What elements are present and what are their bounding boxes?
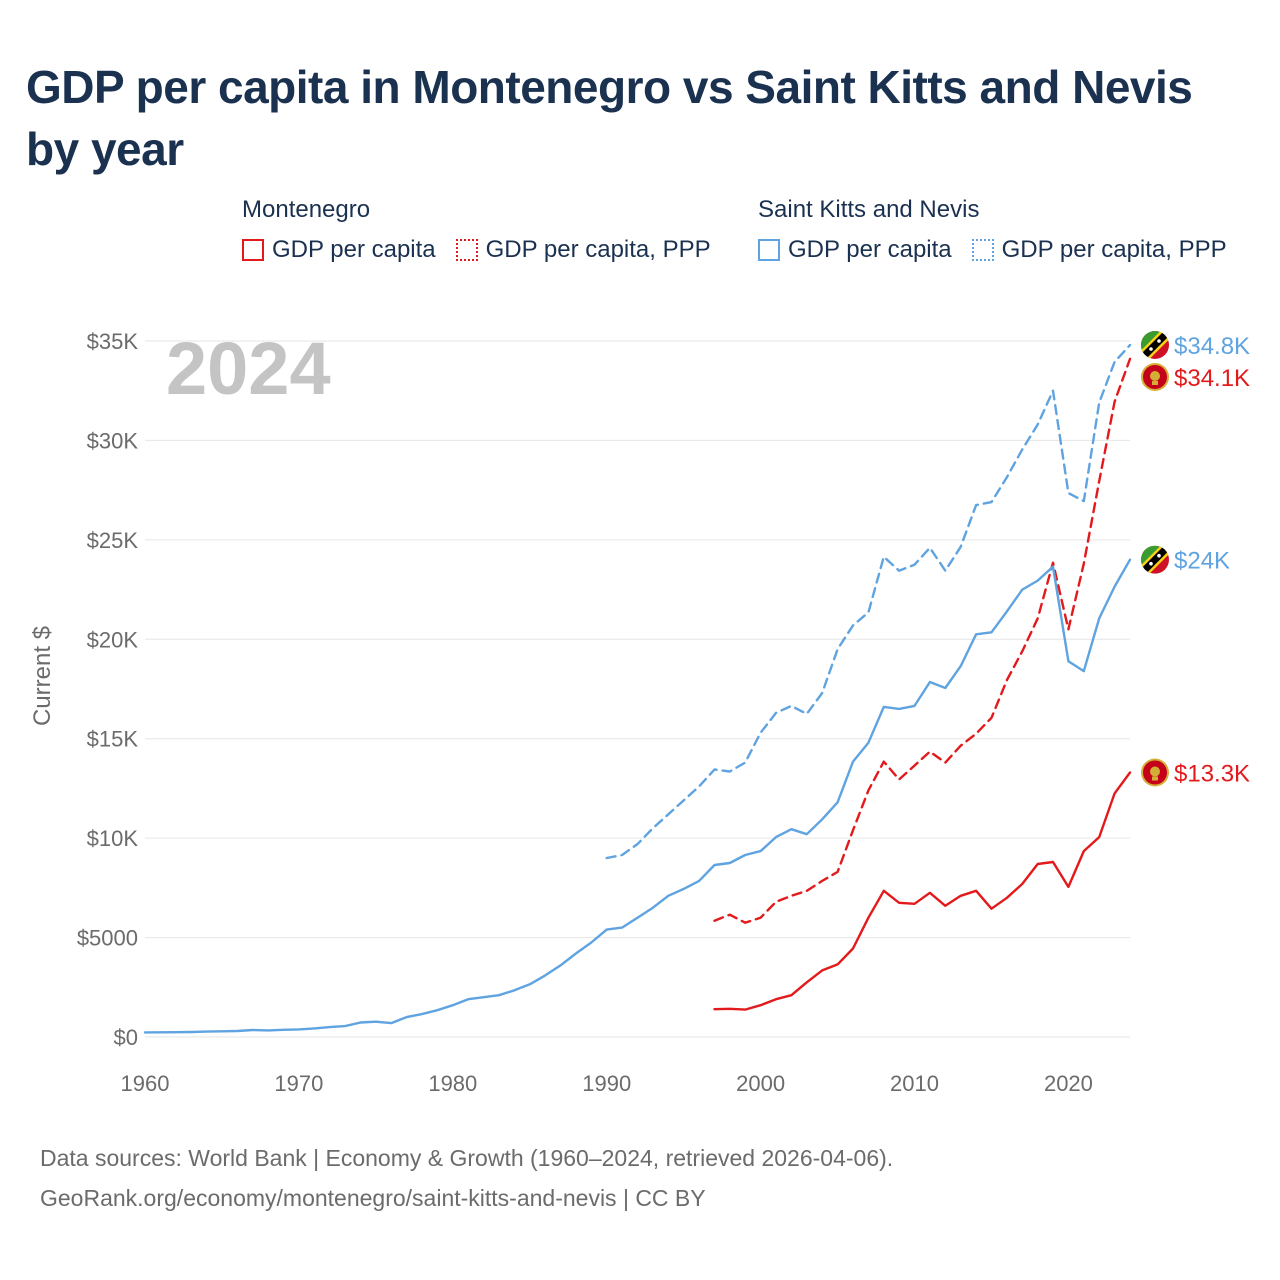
saint-kitts-flag-icon — [1141, 331, 1169, 359]
series-line-montenegro-solid — [713, 771, 1132, 1011]
y-tick-label: $30K — [87, 428, 139, 453]
y-tick-label: $5000 — [77, 926, 138, 951]
legend-swatch-dotted — [455, 239, 478, 261]
y-tick-label: $0 — [114, 1025, 138, 1050]
y-axis: $0 $5000 $10K $15K $20K $25K $30K $35K — [77, 329, 139, 1050]
x-tick-label: 2020 — [1044, 1071, 1093, 1096]
chart-title: GDP per capita in Montenegro vs Saint Ki… — [26, 61, 1193, 175]
end-value-label: $34.8K — [1174, 333, 1250, 360]
legend-swatch-dotted — [971, 239, 994, 261]
series — [143, 343, 1132, 1034]
legend-group-montenegro: Montenegro GDP per capita GDP per capita… — [242, 194, 731, 264]
series-line-montenegro-dashed — [713, 357, 1132, 924]
end-labels: $34.8K $34.1K $24K $13.3K — [1141, 331, 1250, 788]
legend-group-name: Montenegro — [242, 196, 371, 223]
y-tick-label: $15K — [87, 727, 139, 752]
x-tick-label: 1960 — [121, 1071, 170, 1096]
x-tick-label: 2000 — [736, 1071, 785, 1096]
year-watermark: 2024 — [166, 327, 331, 410]
end-value-label: $34.1K — [1174, 365, 1250, 392]
end-value-label: $13.3K — [1174, 761, 1250, 788]
series-line-saint-kitts-and-nevis-solid — [143, 558, 1132, 1034]
source-line-2: GeoRank.org/economy/montenegro/saint-kit… — [40, 1185, 706, 1211]
y-tick-label: $35K — [87, 329, 139, 354]
x-tick-label: 2010 — [890, 1071, 939, 1096]
legend-item-montenegro-gdp[interactable]: GDP per capita — [242, 236, 436, 264]
saint-kitts-flag-icon — [1141, 545, 1169, 574]
x-tick-label: 1990 — [582, 1071, 631, 1096]
legend-item-label: GDP per capita, PPP — [1001, 236, 1227, 263]
y-tick-label: $20K — [87, 627, 139, 652]
end-value-label: $24K — [1174, 548, 1230, 575]
legend-item-label: GDP per capita — [788, 236, 952, 263]
legend-item-saint-kitts-gdp-ppp[interactable]: GDP per capita, PPP — [971, 236, 1227, 264]
x-tick-label: 1980 — [428, 1071, 477, 1096]
source-line-1: Data sources: World Bank | Economy & Gro… — [40, 1145, 894, 1171]
montenegro-flag-icon — [1141, 363, 1169, 391]
legend-group-saint-kitts: Saint Kitts and Nevis GDP per capita GDP… — [758, 194, 1247, 264]
y-axis-label: Current $ — [29, 626, 56, 726]
legend-swatch-solid — [242, 239, 264, 261]
legend-item-saint-kitts-gdp[interactable]: GDP per capita — [758, 236, 952, 264]
legend-swatch-solid — [758, 239, 780, 261]
x-tick-label: 1970 — [274, 1071, 323, 1096]
legend-item-label: GDP per capita, PPP — [485, 236, 711, 263]
y-tick-label: $25K — [87, 528, 139, 553]
legend-item-montenegro-gdp-ppp[interactable]: GDP per capita, PPP — [455, 236, 711, 264]
grid — [145, 340, 1130, 1038]
legend-item-label: GDP per capita — [272, 236, 436, 263]
source-note: Data sources: World Bank | Economy & Gro… — [40, 1138, 893, 1218]
x-axis: 1960 1970 1980 1990 2000 2010 2020 — [121, 1071, 1093, 1096]
legend-group-name: Saint Kitts and Nevis — [758, 196, 980, 223]
y-tick-label: $10K — [87, 826, 139, 851]
series-line-saint-kitts-and-nevis-dashed — [605, 343, 1132, 860]
montenegro-flag-icon — [1141, 758, 1169, 787]
